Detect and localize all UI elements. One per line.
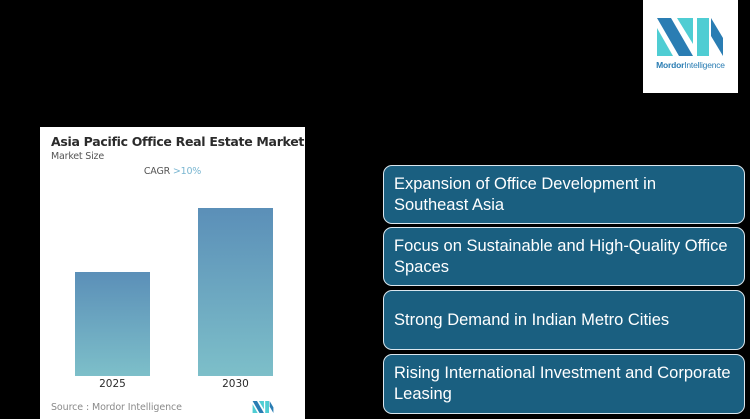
logo-brand-rest: Intelligence: [684, 60, 725, 70]
bar-2025: [75, 272, 150, 376]
mordor-logo-mark-icon: [657, 18, 723, 56]
cagr-value: >10%: [172, 166, 202, 177]
x-label-2030: 2030: [222, 378, 249, 390]
logo-brand-bold: Mordor: [656, 60, 685, 70]
market-size-chart-card: Asia Pacific Office Real Estate Market M…: [40, 127, 305, 419]
driver-label: Expansion of Office Development in South…: [394, 174, 657, 214]
x-label-2025: 2025: [99, 378, 126, 390]
driver-box-3: Strong Demand in Indian Metro Cities: [383, 290, 745, 350]
bar-2030: [198, 208, 273, 376]
cagr-annotation: CAGR >10%: [40, 166, 305, 177]
driver-label: Focus on Sustainable and High-Quality Of…: [394, 236, 728, 276]
chart-title: Asia Pacific Office Real Estate Market: [51, 134, 305, 149]
logo-wordmark: MordorIntelligence: [643, 60, 738, 70]
mordor-intelligence-logo: MordorIntelligence: [643, 0, 738, 93]
chart-subtitle: Market Size: [51, 151, 104, 162]
driver-box-4: Rising International Investment and Corp…: [383, 354, 745, 414]
cagr-label: CAGR: [143, 166, 171, 177]
mordor-mini-logo-icon: [252, 401, 274, 413]
driver-box-2: Focus on Sustainable and High-Quality Of…: [383, 227, 745, 286]
source-note: Source : Mordor Intelligence: [51, 402, 182, 413]
driver-label: Rising International Investment and Corp…: [394, 364, 731, 403]
driver-label: Strong Demand in Indian Metro Cities: [394, 310, 670, 329]
driver-box-1: Expansion of Office Development in South…: [383, 165, 745, 224]
